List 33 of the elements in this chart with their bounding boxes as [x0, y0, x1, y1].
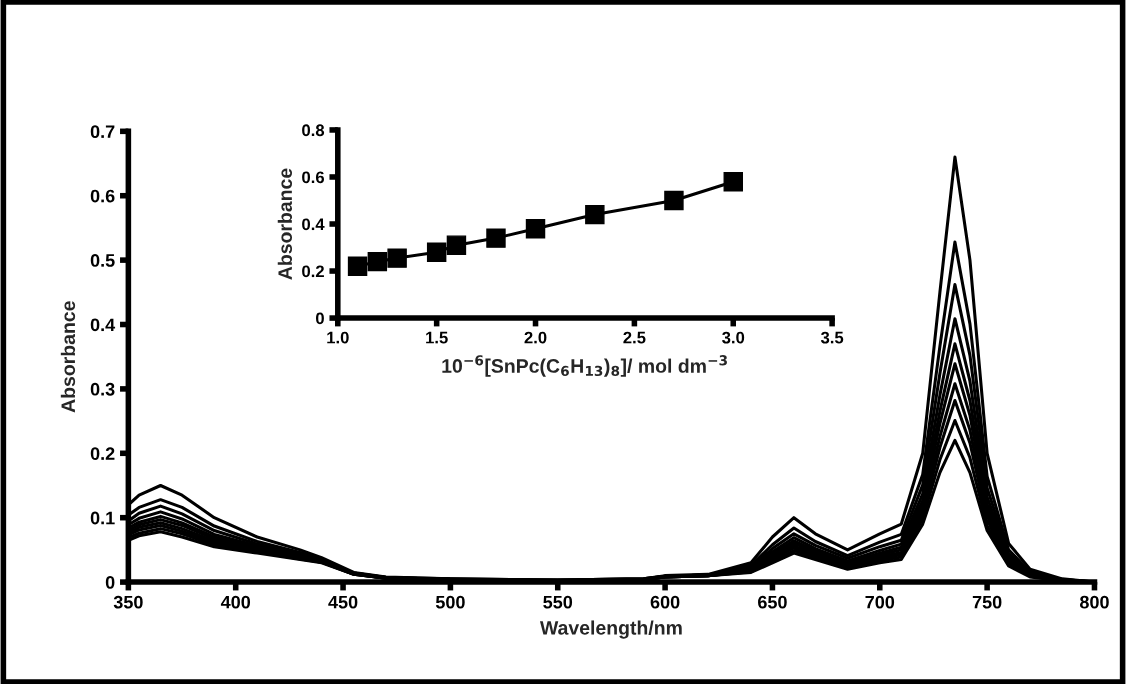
x-tick-label: 600 [650, 595, 680, 609]
x-tick-label: 1.0 [327, 331, 349, 344]
y-tick-label: 0.1 [90, 511, 115, 525]
x-tick-label: 800 [1079, 595, 1109, 609]
x-tick-label: 1.5 [426, 331, 448, 344]
y-tick-label: 0.6 [90, 189, 115, 203]
y-tick-label: 0.7 [90, 125, 115, 139]
x-tick-label: 500 [435, 595, 465, 609]
x-tick-label: 3.5 [820, 331, 844, 344]
x-tick-label: 650 [758, 595, 787, 609]
y-tick-label: 0.5 [90, 254, 115, 267]
y-axis-title: Absorbance [60, 301, 76, 413]
x-tick-label: 2.0 [524, 331, 547, 344]
y-tick-label: 0.8 [302, 124, 325, 137]
x-tick-label: 400 [220, 595, 251, 609]
x-axis-title: Wavelength/nm [539, 620, 682, 639]
y-tick-label: 0.6 [302, 171, 325, 184]
y-tick-label: 0.3 [90, 382, 115, 396]
y-tick-label: 0 [316, 312, 324, 325]
x-tick-label: 550 [543, 595, 573, 609]
y-tick-label: 0.2 [90, 447, 115, 461]
y-tick-label: 0.2 [302, 265, 324, 278]
x-tick-label: 3.0 [722, 331, 745, 344]
y-tick-label: 0.4 [302, 218, 325, 231]
x-tick-label: 350 [113, 595, 143, 609]
x-tick-label: 450 [328, 595, 358, 609]
text: 10$^{−6}$[SnPc(C$_{6}$H$_{13}$)$_{8}$]/ mol dm$^{−3}$ [442, 355, 727, 377]
y-tick-label: 0.4 [90, 318, 116, 332]
y-tick-label: 0 [105, 576, 115, 589]
y-axis-title: Absorbance [277, 168, 293, 280]
x-tick-label: 750 [972, 595, 1002, 609]
x-tick-label: 700 [865, 595, 895, 609]
x-tick-label: 2.5 [623, 331, 646, 344]
